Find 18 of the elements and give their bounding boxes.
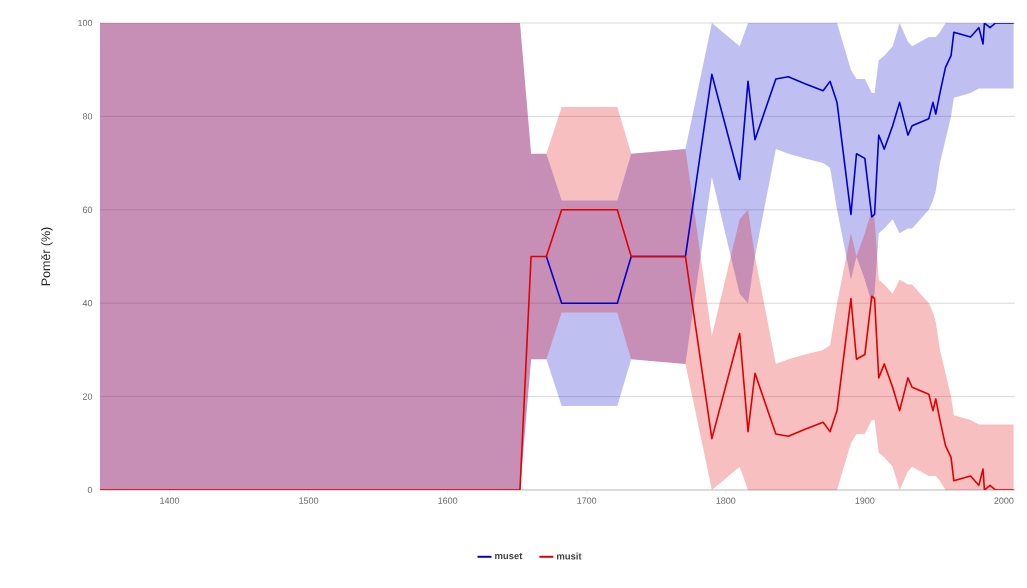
x-tick-label: 1800 (716, 497, 736, 504)
legend-label: muset (495, 552, 523, 560)
legend-label: musit (556, 552, 582, 560)
y-tick-label: 40 (82, 300, 93, 307)
line-series (100, 209, 1015, 490)
y-tick-label: 0 (87, 486, 93, 494)
x-tick-label: 1400 (160, 497, 180, 504)
y-tick-label: 20 (82, 393, 93, 400)
y-axis-title: Poměr (%) (41, 227, 53, 286)
line-series (545, 23, 1015, 304)
x-tick-label: 1600 (438, 497, 458, 504)
y-tick-label: 60 (82, 206, 93, 213)
y-tick-label: 100 (78, 19, 93, 27)
y-tick-label: 80 (82, 113, 93, 120)
x-tick-label: 1500 (299, 497, 319, 504)
x-tick-label: 2000 (994, 497, 1014, 504)
x-tick-label: 1700 (577, 497, 597, 504)
x-tick-label: 1900 (855, 497, 875, 504)
